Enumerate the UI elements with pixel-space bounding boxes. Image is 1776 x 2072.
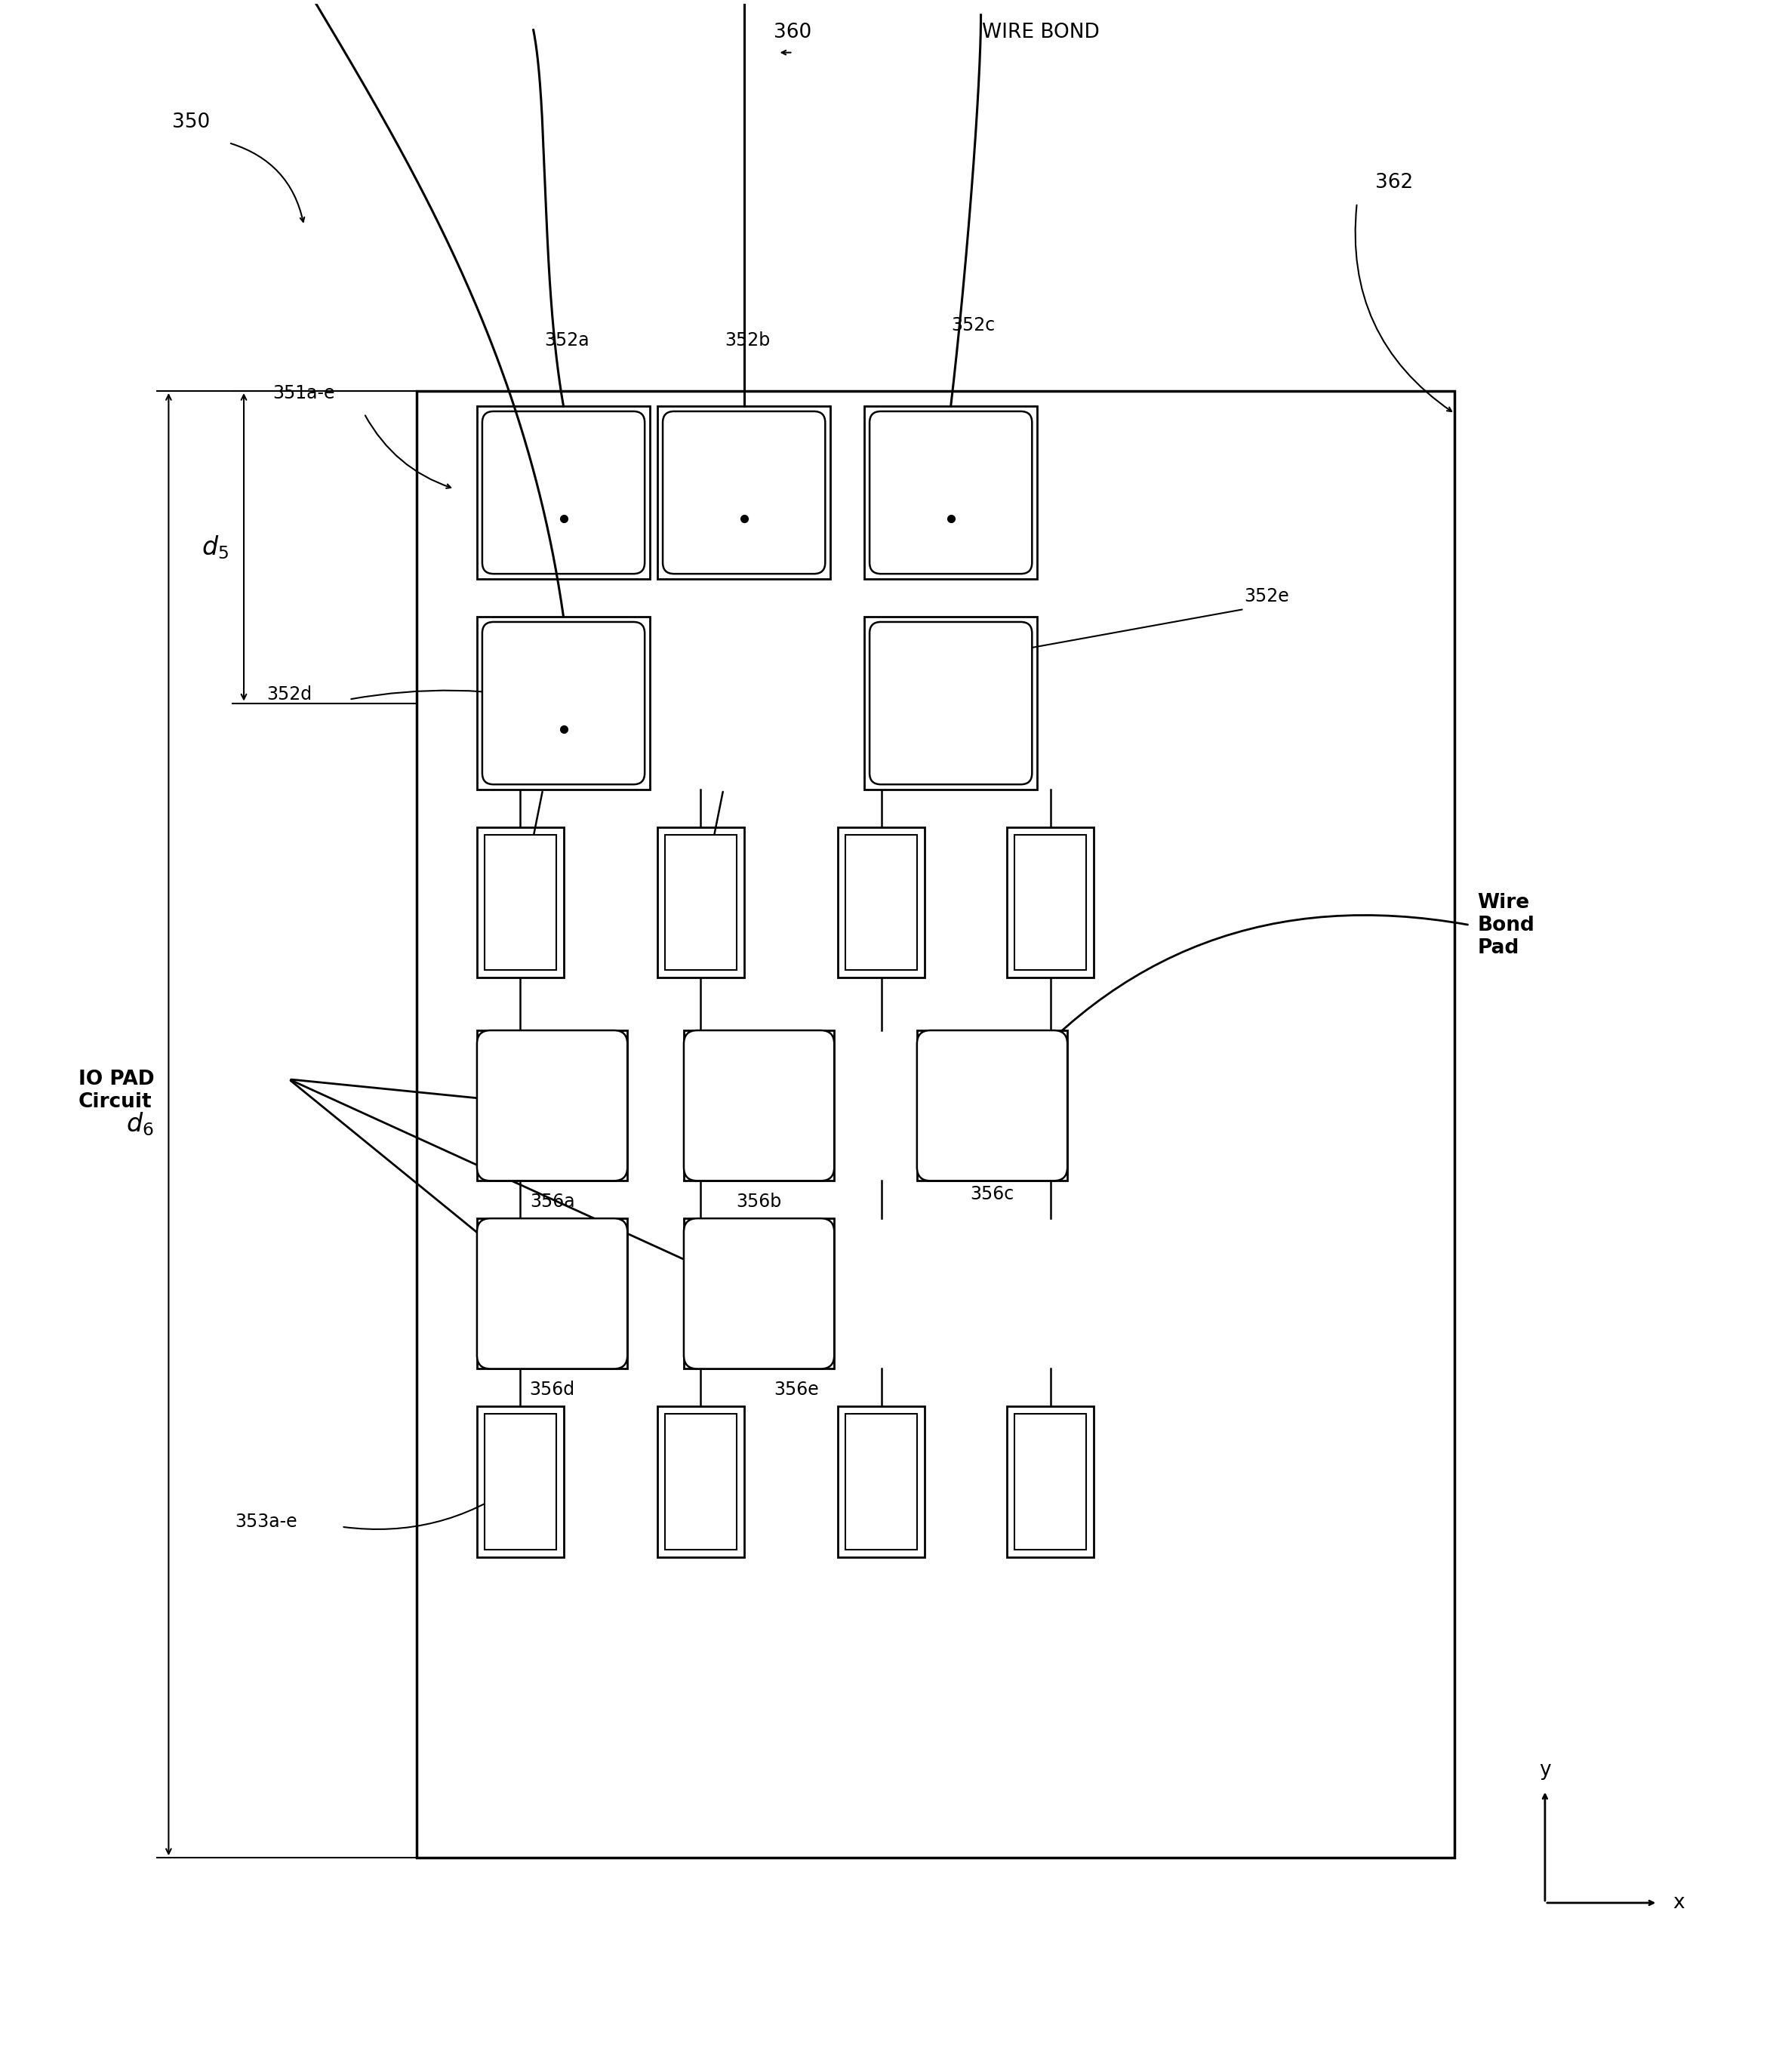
Text: Wire
Bond
Pad: Wire Bond Pad bbox=[1478, 893, 1534, 957]
Bar bbox=[865, 617, 1037, 789]
FancyBboxPatch shape bbox=[916, 1030, 1067, 1181]
Bar bbox=[838, 1407, 925, 1556]
FancyBboxPatch shape bbox=[870, 622, 1032, 785]
Text: $d_5$: $d_5$ bbox=[202, 535, 229, 562]
Text: 358c: 358c bbox=[874, 1461, 888, 1502]
Bar bbox=[838, 827, 925, 978]
Text: 354d: 354d bbox=[1043, 881, 1058, 924]
Bar bbox=[1014, 1413, 1087, 1550]
Text: 352b: 352b bbox=[725, 332, 771, 350]
Bar bbox=[478, 827, 563, 978]
Text: 354c: 354c bbox=[874, 883, 888, 924]
Bar bbox=[916, 1030, 1067, 1181]
Text: 352e: 352e bbox=[1245, 586, 1289, 605]
Bar bbox=[684, 1218, 835, 1370]
Bar bbox=[664, 1413, 737, 1550]
Text: 350: 350 bbox=[172, 112, 210, 133]
Bar bbox=[485, 835, 556, 970]
Bar bbox=[657, 827, 744, 978]
Text: 354b: 354b bbox=[693, 881, 709, 924]
Text: 354a: 354a bbox=[513, 881, 527, 924]
FancyBboxPatch shape bbox=[684, 1218, 835, 1370]
FancyBboxPatch shape bbox=[478, 1218, 627, 1370]
FancyBboxPatch shape bbox=[483, 622, 645, 785]
FancyBboxPatch shape bbox=[483, 412, 645, 574]
Text: WIRE BOND: WIRE BOND bbox=[982, 23, 1099, 41]
Text: 352d: 352d bbox=[266, 686, 311, 702]
Bar bbox=[657, 1407, 744, 1556]
Bar bbox=[1014, 835, 1087, 970]
Text: y: y bbox=[1540, 1759, 1550, 1780]
Text: 358a: 358a bbox=[513, 1461, 527, 1502]
FancyBboxPatch shape bbox=[684, 1030, 835, 1181]
Bar bbox=[657, 406, 831, 578]
Text: x: x bbox=[1673, 1894, 1685, 1912]
Bar bbox=[865, 406, 1037, 578]
Bar bbox=[1007, 1407, 1094, 1556]
Text: 356c: 356c bbox=[970, 1185, 1014, 1204]
Text: 352a: 352a bbox=[545, 332, 590, 350]
Text: 360: 360 bbox=[774, 23, 812, 41]
Text: 352c: 352c bbox=[952, 317, 995, 336]
Bar bbox=[478, 1407, 563, 1556]
Text: $d_6$: $d_6$ bbox=[126, 1111, 153, 1138]
Bar bbox=[664, 835, 737, 970]
Text: 356b: 356b bbox=[737, 1193, 781, 1210]
Text: 351a-e: 351a-e bbox=[274, 383, 336, 402]
Text: 356e: 356e bbox=[774, 1380, 819, 1399]
Text: IO PAD
Circuit: IO PAD Circuit bbox=[78, 1069, 155, 1113]
FancyBboxPatch shape bbox=[662, 412, 826, 574]
Bar bbox=[1007, 827, 1094, 978]
Bar bbox=[478, 617, 650, 789]
Bar bbox=[845, 835, 916, 970]
Text: 358b: 358b bbox=[693, 1461, 709, 1502]
Text: 356a: 356a bbox=[529, 1193, 575, 1210]
Bar bbox=[684, 1030, 835, 1181]
Text: 362: 362 bbox=[1376, 172, 1414, 193]
FancyBboxPatch shape bbox=[870, 412, 1032, 574]
Bar bbox=[417, 392, 1455, 1859]
Bar bbox=[478, 1218, 627, 1370]
FancyBboxPatch shape bbox=[478, 1030, 627, 1181]
Text: 353a-e: 353a-e bbox=[234, 1513, 298, 1531]
Bar bbox=[478, 406, 650, 578]
Text: 358d: 358d bbox=[1043, 1461, 1058, 1502]
Bar bbox=[478, 1030, 627, 1181]
Bar bbox=[485, 1413, 556, 1550]
Bar bbox=[845, 1413, 916, 1550]
Text: 356d: 356d bbox=[529, 1380, 575, 1399]
